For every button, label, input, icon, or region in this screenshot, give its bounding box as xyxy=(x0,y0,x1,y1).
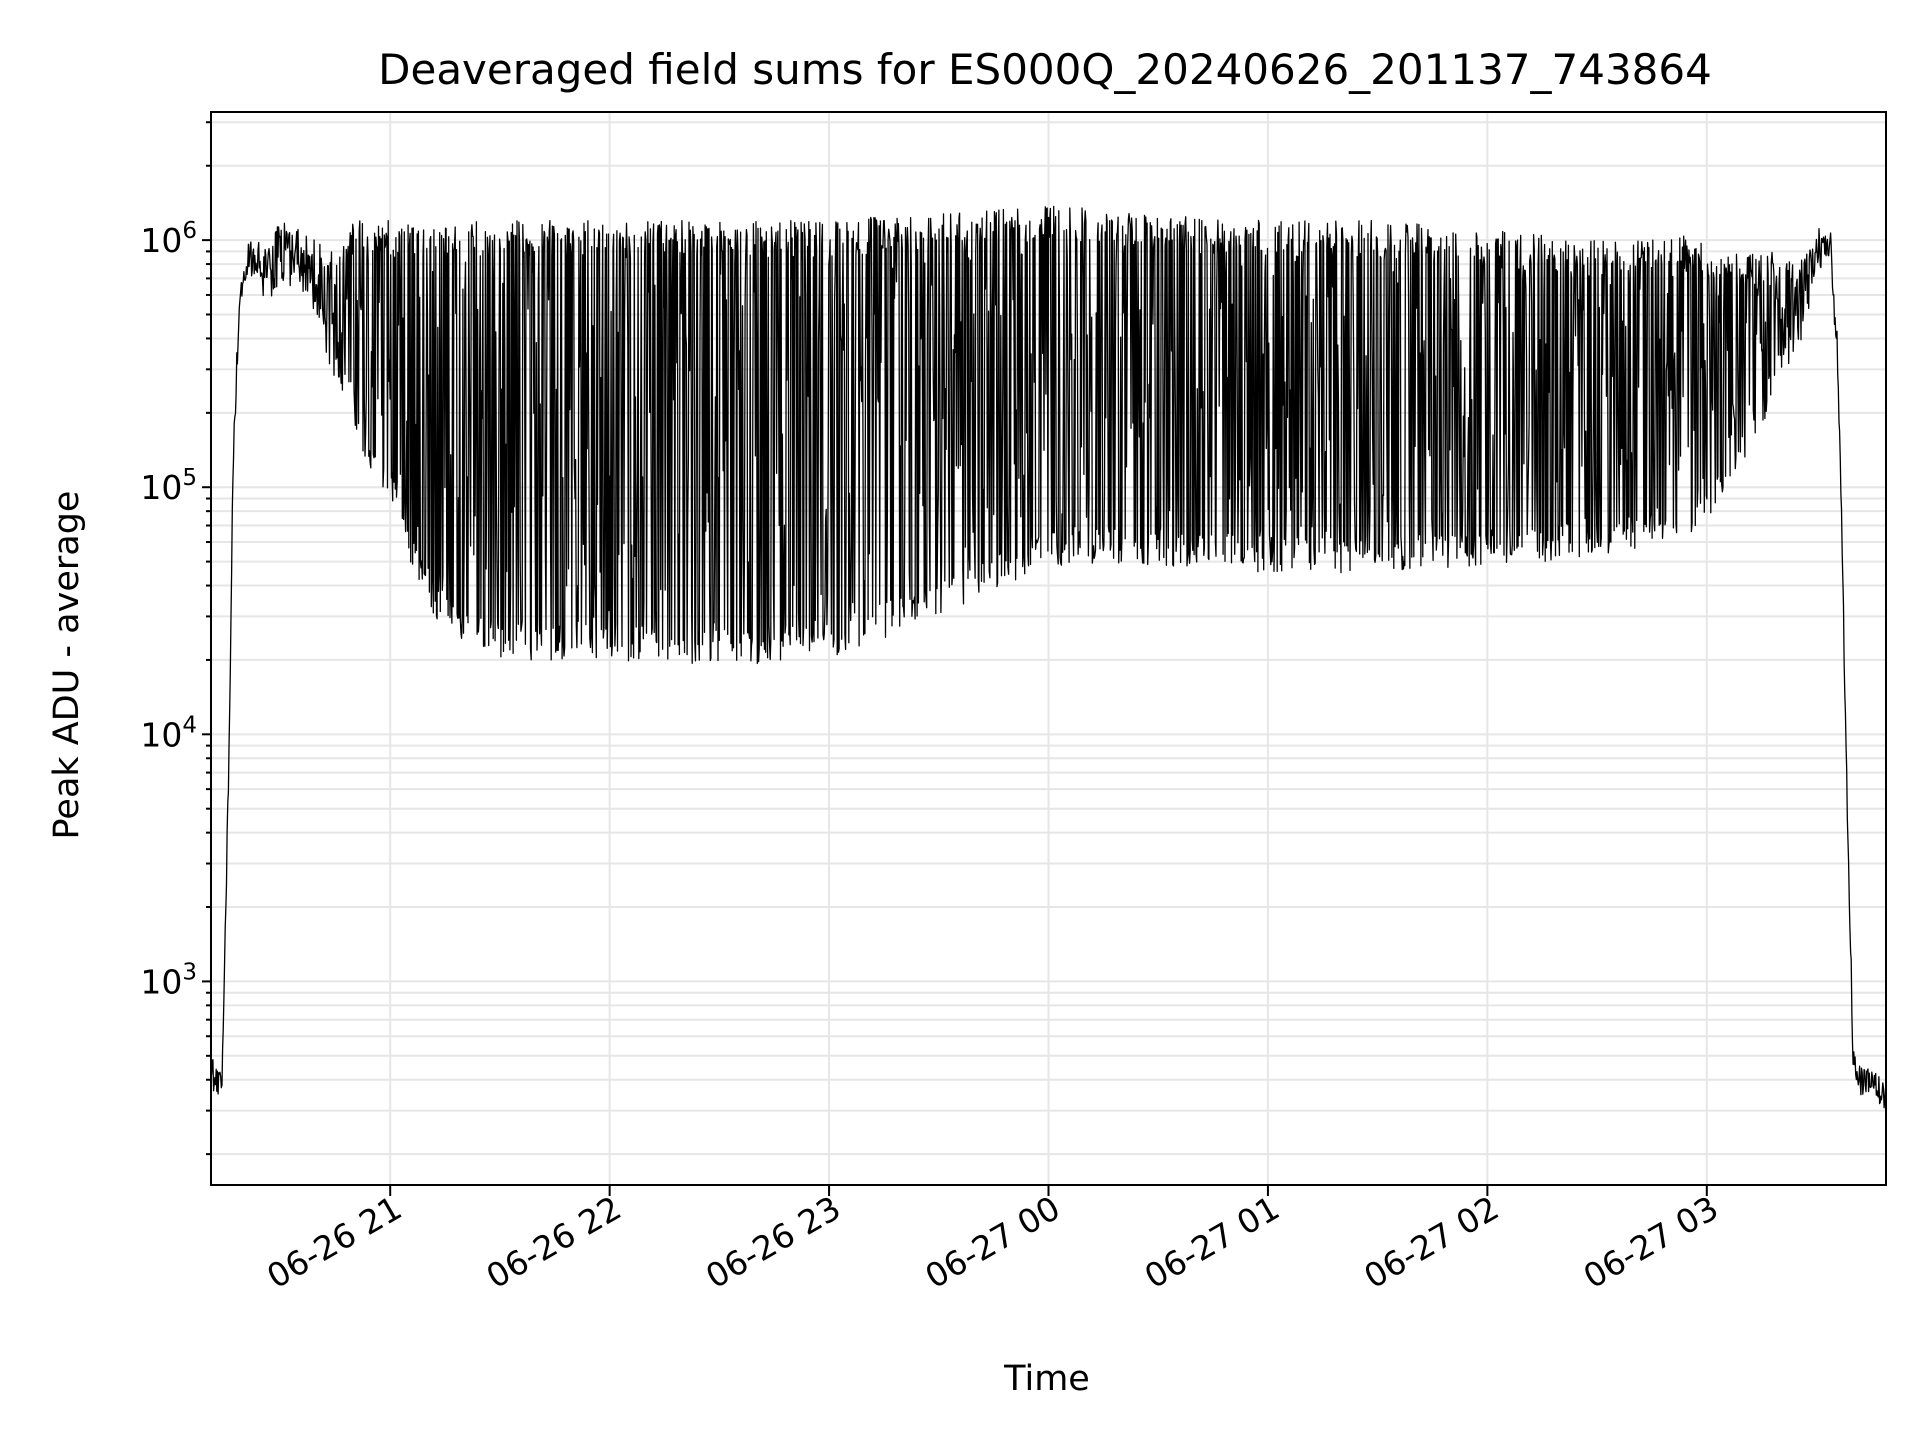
chart-title: Deaveraged field sums for ES000Q_2024062… xyxy=(378,45,1712,94)
y-tick-label: 103 xyxy=(140,959,197,1001)
y-axis-label: Peak ADU - average xyxy=(47,491,87,840)
y-tick-label: 106 xyxy=(140,218,197,260)
series-line xyxy=(210,205,1887,1109)
y-tick-label: 104 xyxy=(140,712,197,754)
plot-area xyxy=(210,205,1887,1109)
y-tick-label: 105 xyxy=(140,465,197,507)
x-axis-label: Time xyxy=(1003,1359,1090,1399)
